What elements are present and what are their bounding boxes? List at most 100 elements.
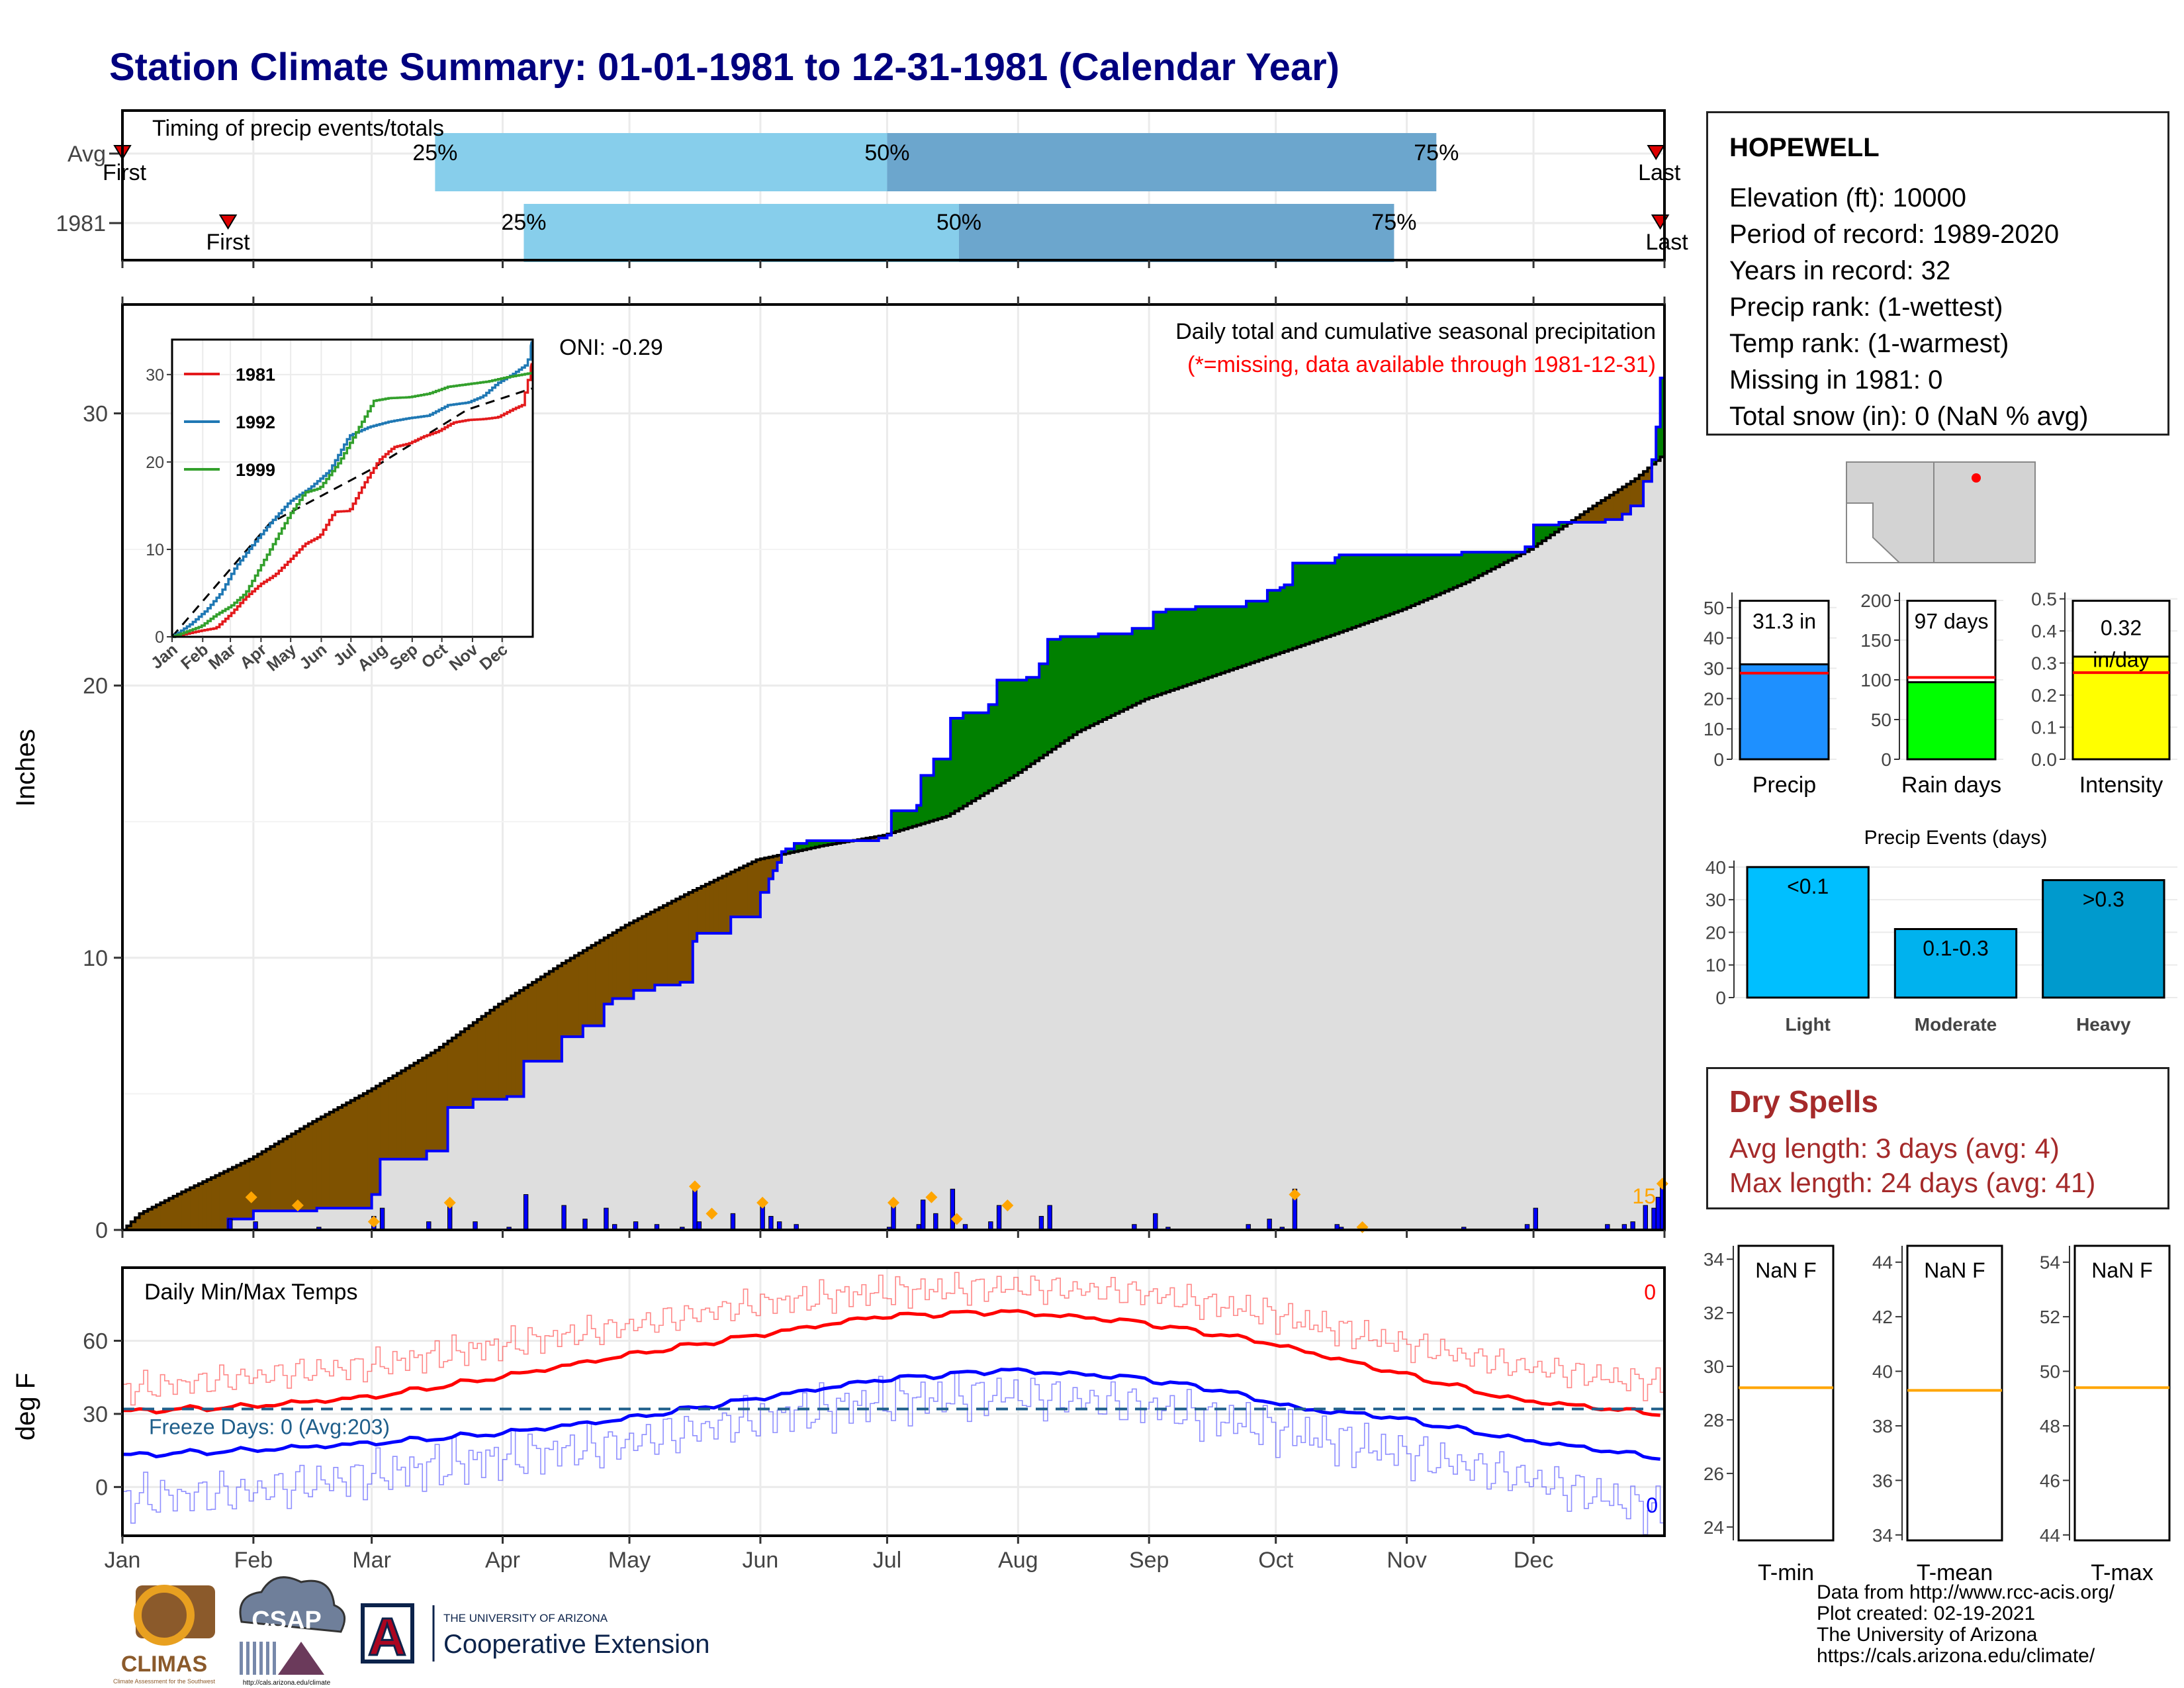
daily-precip-bar: [1267, 1219, 1272, 1231]
cum-diff-segment: [511, 996, 516, 1097]
cum-diff-segment: [465, 1029, 470, 1107]
cum-diff-segment: [811, 841, 816, 848]
cum-diff-segment: [1301, 563, 1306, 646]
cum-diff-segment: [460, 1031, 465, 1107]
cum-diff-segment: [312, 1121, 318, 1211]
cum-diff-segment: [1039, 663, 1044, 759]
daily-precip-bar: [228, 1219, 233, 1231]
cum-diff-segment: [1432, 555, 1437, 597]
event-marker: [1289, 1188, 1301, 1201]
events-y-tick-label: 0: [1715, 988, 1726, 1008]
cum-diff-segment: [591, 945, 596, 1026]
cum-diff-segment: [490, 1010, 495, 1100]
cum-diff-segment: [908, 810, 913, 828]
cum-diff-segment: [1575, 517, 1580, 522]
cum-diff-segment: [781, 851, 786, 855]
cum-diff-segment: [1216, 606, 1222, 675]
cum-diff-segment: [1347, 555, 1353, 630]
cum-diff-segment: [469, 1025, 474, 1107]
cum-diff-segment: [431, 1053, 435, 1151]
cum-diff-segment: [574, 955, 580, 1037]
cum-diff-segment: [1626, 484, 1631, 514]
temp-frame: [121, 1266, 1666, 1537]
cum-diff-segment: [1529, 546, 1534, 550]
cum-diff-segment: [173, 1196, 178, 1230]
cum-diff-segment: [300, 1129, 305, 1211]
cum-diff-segment: [1043, 663, 1048, 755]
cum-y-axis-label: Inches: [11, 729, 40, 807]
daily-precip-bar: [1047, 1205, 1052, 1231]
station-missing: Missing in 1981: 0: [1729, 365, 1943, 395]
temp-bar-box: [2073, 1244, 2171, 1542]
cum-diff-segment: [1009, 680, 1015, 778]
cum-diff-segment: [1559, 522, 1564, 530]
cum-diff-segment: [1643, 471, 1649, 482]
cum-diff-segment: [553, 968, 559, 1062]
cum-diff-segment: [1647, 467, 1653, 482]
cum-diff-segment: [270, 1147, 275, 1211]
cum-diff-segment: [946, 759, 951, 817]
cum-diff-segment: [1457, 555, 1463, 586]
cum-diff-segment: [287, 1136, 292, 1211]
cum-diff-segment: [1479, 552, 1484, 576]
ua-logo-line1: THE UNIVERSITY OF ARIZONA: [443, 1612, 608, 1624]
cum-diff-segment: [1128, 633, 1133, 708]
cum-diff-segment: [1486, 552, 1492, 571]
cum-diff-segment: [422, 1058, 428, 1160]
cum-title: Daily total and cumulative seasonal prec…: [1175, 319, 1656, 344]
cum-diff-segment: [608, 935, 614, 1004]
cum-diff-segment: [1144, 628, 1150, 700]
cum-diff-segment: [240, 1163, 246, 1219]
cum-diff-segment: [1183, 609, 1188, 686]
cum-diff-segment: [731, 872, 736, 917]
cum-diff-segment: [604, 937, 609, 1004]
cum-diff-segment: [164, 1200, 169, 1230]
temp-bar-y-tick-label: 46: [2040, 1470, 2060, 1491]
precip-event-category: Heavy: [2076, 1014, 2131, 1035]
bar-y-tick-label: 50: [1704, 598, 1724, 618]
cum-diff-segment: [625, 925, 630, 999]
precip-event-bar-label: >0.3: [2083, 888, 2124, 912]
cum-diff-segment: [1563, 522, 1568, 526]
cum-diff-segment: [612, 932, 617, 999]
inset-legend-label: 1999: [236, 460, 275, 480]
month-tick-label: Jun: [743, 1548, 779, 1573]
cum-diff-segment: [933, 759, 938, 820]
temp-bar-value-label: NaN F: [2091, 1258, 2152, 1282]
csap-logo-subtext: http://cals.arizona.edu/climate: [243, 1679, 331, 1687]
cum-diff-segment: [1013, 680, 1019, 776]
cum-diff-segment: [380, 1083, 385, 1160]
cum-diff-segment: [1470, 552, 1475, 581]
cum-diff-segment: [1174, 609, 1179, 689]
timing-last-label: Last: [1638, 160, 1681, 185]
timing-pct-label: 50%: [936, 210, 981, 235]
cum-diff-segment: [1445, 555, 1450, 592]
temp-y-axis-label: deg F: [11, 1373, 40, 1440]
cum-diff-segment: [972, 712, 977, 801]
cum-diff-segment: [578, 953, 584, 1037]
cum-diff-segment: [481, 1016, 486, 1100]
cum-diff-segment: [334, 1109, 339, 1209]
cum-diff-segment: [1465, 552, 1471, 583]
daily-precip-bar: [1655, 1197, 1661, 1231]
cum-diff-segment: [874, 836, 880, 841]
timing-pct-label: 25%: [412, 140, 457, 165]
cum-diff-segment: [1635, 479, 1640, 506]
cum-diff-segment: [1622, 487, 1627, 514]
cum-diff-segment: [1288, 585, 1293, 650]
cum-diff-segment: [215, 1175, 220, 1230]
cum-diff-segment: [1605, 497, 1610, 520]
daily-precip-bar: [996, 1205, 1002, 1231]
cum-diff-segment: [984, 712, 989, 794]
summary-bar-panels: 0 10 20 30 40 50 31.3 in Precip 0 50 100 150 200 97 d…: [1704, 589, 2177, 798]
temp-y-tick-label: 60: [83, 1329, 108, 1354]
cum-diff-segment: [1115, 633, 1120, 714]
inset-y-tick-label: 20: [146, 453, 164, 472]
cum-diff-segment: [912, 810, 917, 827]
cum-diff-segment: [1516, 552, 1522, 556]
credits: Data from http://www.rcc-acis.org/ Plot …: [1817, 1582, 2115, 1667]
temp-bar-category: T-min: [1758, 1560, 1814, 1585]
cum-diff-segment: [815, 841, 820, 847]
